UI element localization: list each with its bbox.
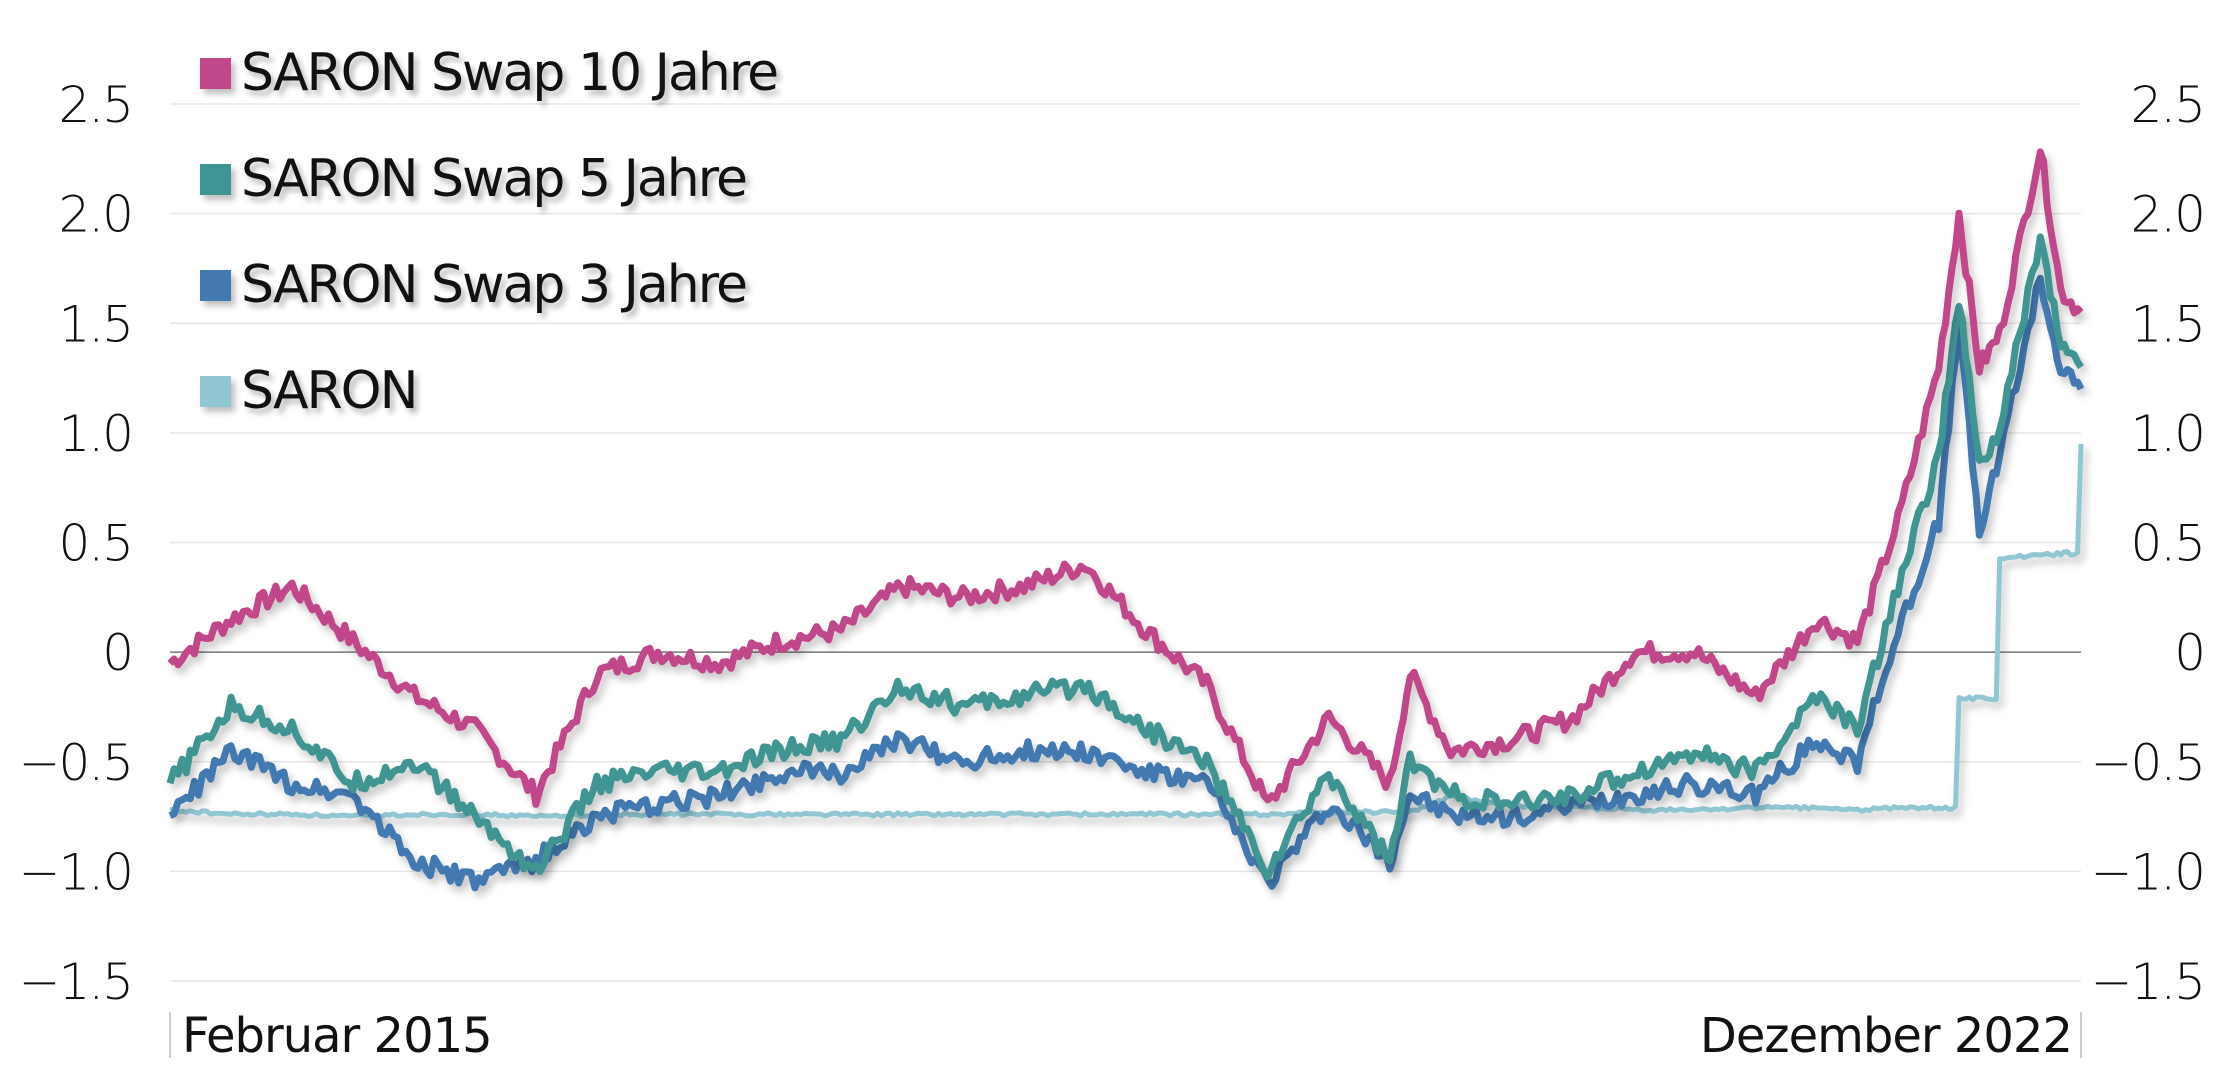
- y-tick-label: −1.5: [2091, 953, 2204, 1011]
- y-tick-label: −0.5: [2091, 734, 2204, 792]
- legend-item-swap-5y: SARON Swap 5 Jahre: [200, 126, 777, 232]
- y-tick-label: 0: [102, 624, 132, 682]
- series-line-saron: [169, 443, 2084, 820]
- series-line-saron-swap-10-jahre: [167, 148, 2084, 808]
- legend-item-saron: SARON: [200, 338, 777, 444]
- y-tick-label: 1.5: [2130, 295, 2204, 353]
- y-tick-label: 1.5: [58, 295, 132, 353]
- legend-label: SARON Swap 10 Jahre: [241, 43, 779, 103]
- legend-item-swap-10y: SARON Swap 10 Jahre: [200, 20, 779, 126]
- y-tick-label: 0.5: [58, 515, 132, 573]
- legend-swatch-icon: [200, 375, 231, 407]
- y-tick-label: −1.0: [2091, 843, 2204, 901]
- y-tick-label: 2.0: [2130, 186, 2204, 244]
- legend-label: SARON Swap 5 Jahre: [241, 149, 748, 209]
- legend-swatch-icon: [200, 57, 231, 89]
- legend-label: SARON Swap 3 Jahre: [241, 255, 748, 315]
- y-tick-label: 2.5: [2130, 76, 2204, 134]
- x-axis-start-label: Februar 2015: [182, 1008, 492, 1064]
- series-lines: [166, 148, 2085, 892]
- legend-item-swap-3y: SARON Swap 3 Jahre: [200, 232, 777, 338]
- legend-swatch-icon: [200, 269, 231, 301]
- y-tick-label: −1.5: [19, 953, 132, 1011]
- y-tick-label: 1.0: [2130, 405, 2204, 463]
- legend: SARON Swap 10 Jahre SARON Swap 5 Jahre S…: [200, 20, 779, 444]
- legend-label: SARON: [241, 361, 419, 421]
- series-line-saron-swap-3-jahre: [168, 274, 2085, 892]
- series-line-saron-swap-5-jahre: [166, 233, 2084, 881]
- y-tick-label: 0.5: [2130, 515, 2204, 573]
- gridlines: [170, 103, 2081, 982]
- x-axis-end-label: Dezember 2022: [1700, 1008, 2072, 1064]
- y-tick-label: 0: [2174, 624, 2204, 682]
- y-axis-right: 2.5 2.0 1.5 1.0 0.5 0 −0.5 −1.0 −1.5: [2091, 76, 2206, 1011]
- y-tick-label: 1.0: [58, 405, 132, 463]
- y-tick-label: −0.5: [19, 734, 132, 792]
- y-axis-left: 2.5 2.0 1.5 1.0 0.5 0 −0.5 −1.0 −1.5: [19, 76, 134, 1011]
- legend-swatch-icon: [200, 163, 231, 195]
- y-tick-label: −1.0: [19, 843, 132, 901]
- y-tick-label: 2.0: [58, 186, 132, 244]
- y-tick-label: 2.5: [58, 76, 132, 134]
